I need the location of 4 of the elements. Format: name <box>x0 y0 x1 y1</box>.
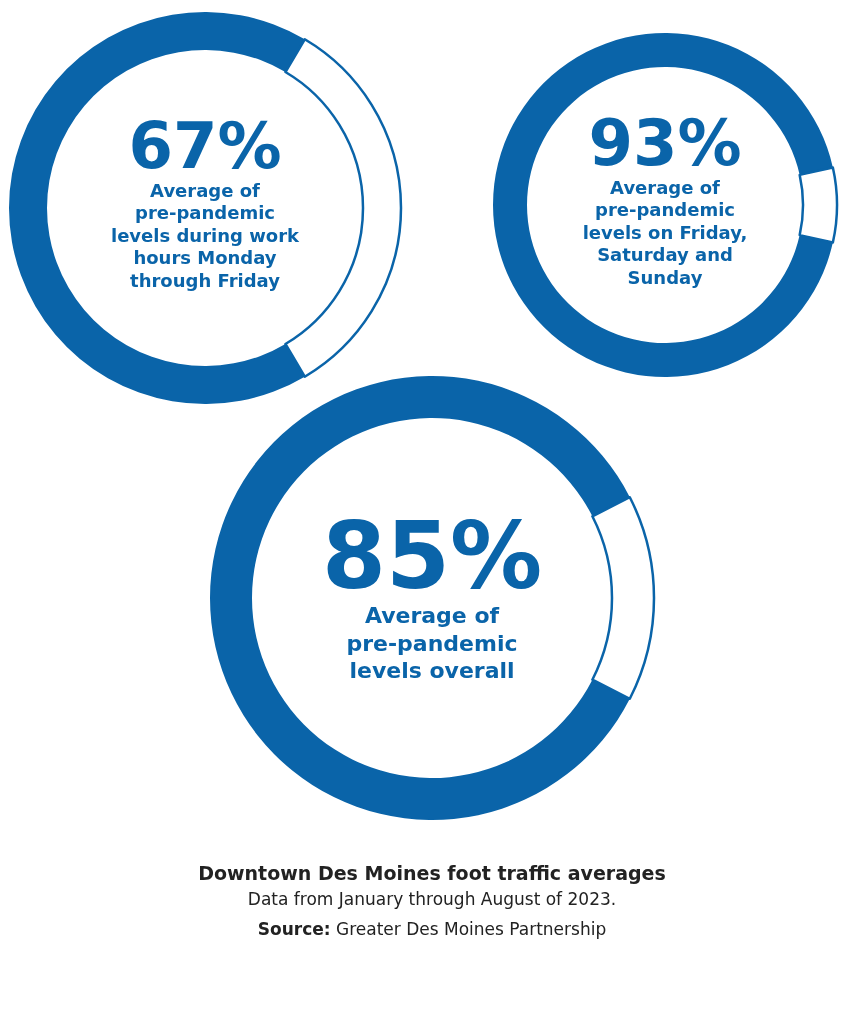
source-note: Source: Greater Des Moines Partnership <box>257 919 607 939</box>
text: Average of pre-pandemic levels overall <box>346 603 518 684</box>
text: Downtown Des Moines foot traffic averages <box>198 862 666 884</box>
text: Data from January through August of 2023. <box>247 889 617 909</box>
